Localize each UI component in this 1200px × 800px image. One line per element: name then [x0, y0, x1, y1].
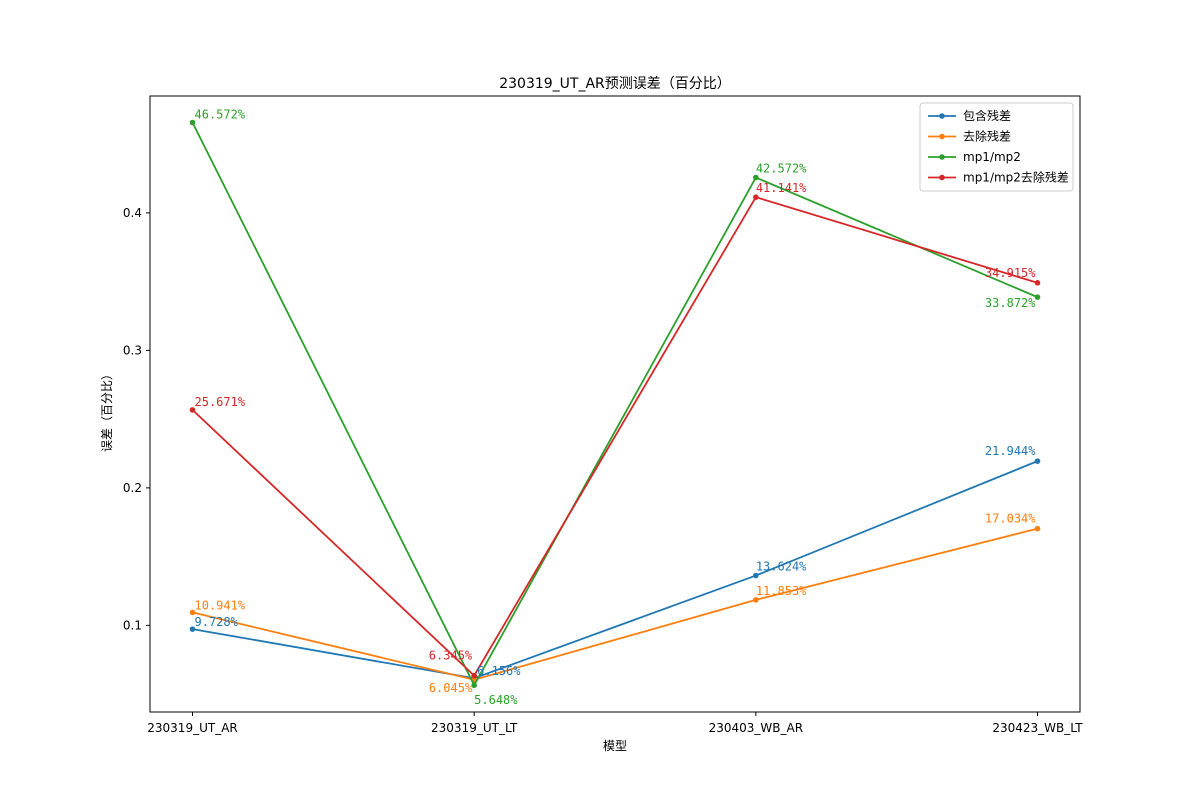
legend-marker	[939, 133, 945, 140]
series-3	[189, 119, 1041, 689]
legend-box	[919, 102, 1074, 192]
data-label: 10.941%	[195, 598, 246, 612]
data-label: 9.728%	[195, 615, 239, 629]
legend-marker	[939, 174, 945, 181]
data-point	[1034, 294, 1041, 300]
data-label: 13.624%	[756, 560, 807, 574]
legend-marker	[939, 154, 945, 160]
series-group	[189, 119, 1041, 689]
data-point	[189, 626, 196, 632]
data-label: 6.045%	[429, 681, 473, 695]
y-tick-label: 0.4	[123, 206, 142, 220]
y-axis: 0.1 0.2 0.3 0.4	[123, 206, 150, 632]
legend-item: 去除残差	[928, 129, 1011, 144]
data-label: 17.034%	[985, 512, 1036, 526]
legend-label: 包含残差	[963, 108, 1011, 123]
legend-label: mp1/mp2去除残差	[963, 170, 1069, 185]
legend-item: mp1/mp2去除残差	[928, 170, 1069, 185]
chart-title: 230319_UT_AR预测误差（百分比）	[499, 76, 731, 92]
data-label: 6.156%	[477, 664, 521, 678]
x-tick-label: 230319_UT_AR	[147, 721, 237, 735]
data-point	[189, 609, 196, 616]
legend-label: mp1/mp2	[963, 150, 1021, 164]
series-1	[189, 458, 1041, 682]
legend-item: 包含残差	[928, 108, 1011, 123]
plot-frame	[149, 95, 1081, 713]
data-label: 6.345%	[429, 649, 473, 663]
x-axis: 230319_UT_AR 230319_UT_LT 230403_WB_AR 2304…	[147, 712, 1083, 735]
data-point	[753, 572, 759, 579]
series-line	[191, 122, 1038, 688]
data-point	[1034, 458, 1041, 464]
data-label: 42.572%	[756, 162, 807, 176]
x-tick-label: 230319_UT_LT	[431, 721, 518, 735]
series-line	[192, 527, 1038, 681]
legend-item: mp1/mp2	[928, 150, 1021, 164]
data-label: 5.648%	[474, 693, 518, 707]
data-label: 21.944%	[985, 444, 1036, 458]
data-point	[189, 119, 196, 126]
data-label: 33.872%	[985, 296, 1036, 310]
series-2	[189, 525, 1041, 683]
data-labels: 9.728% 6.156% 13.624% 21.944% 10.941% 6.045% 1…	[195, 108, 1037, 708]
data-label: 46.572%	[195, 108, 246, 122]
y-tick-label: 0.2	[123, 481, 142, 495]
x-tick-label: 230403_WB_AR	[709, 721, 803, 735]
data-point	[753, 597, 759, 603]
y-tick-label: 0.1	[123, 618, 142, 632]
y-tick-label: 0.3	[123, 343, 142, 357]
data-point	[471, 672, 477, 679]
series-4	[189, 194, 1041, 679]
data-point	[753, 174, 759, 181]
series-line	[191, 196, 1038, 678]
x-tick-label: 230423_WB_LT	[992, 721, 1083, 735]
data-label: 25.671%	[195, 395, 246, 409]
data-label: 11.853%	[756, 584, 807, 598]
data-label: 34.915%	[985, 266, 1036, 280]
data-point	[1034, 279, 1041, 286]
data-point	[753, 194, 759, 200]
data-point	[471, 682, 477, 689]
legend-label: 去除残差	[963, 129, 1011, 144]
y-axis-label: 误差（百分比）	[100, 368, 114, 452]
data-label: 41.141%	[756, 181, 807, 195]
data-point	[189, 407, 196, 413]
x-axis-label: 模型	[603, 739, 627, 753]
data-point	[1034, 525, 1041, 532]
legend-marker	[939, 113, 945, 119]
series-line	[192, 460, 1038, 680]
